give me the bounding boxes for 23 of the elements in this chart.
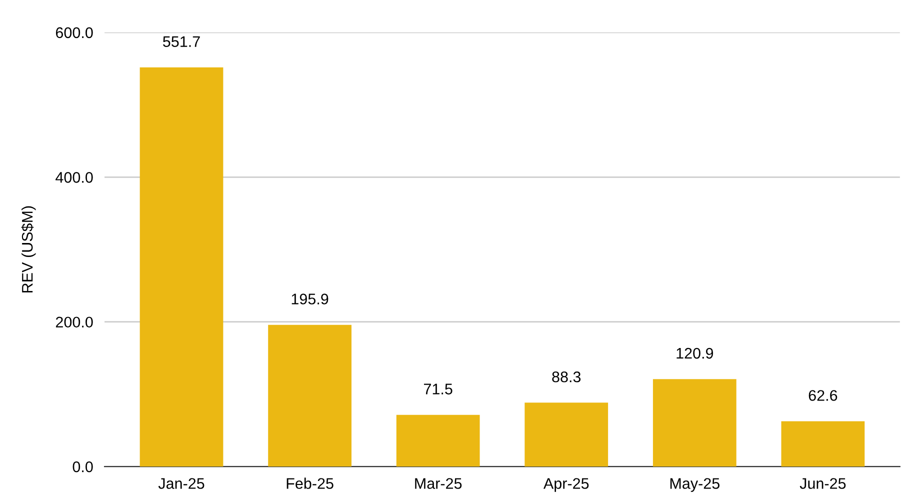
x-tick-label: Apr-25 [543,478,589,492]
y-tick-label: 200.0 [56,316,93,328]
bar [140,67,224,467]
bar [268,324,352,467]
y-tick-label: 400.0 [56,172,93,183]
data-label: 88.3 [552,371,581,382]
x-tick-label: Mar-25 [415,478,462,489]
x-tick-label: Jan-25 [158,478,204,489]
data-label: 62.6 [808,390,838,401]
data-label: 551.7 [163,36,200,47]
bar [781,421,865,467]
x-tick-label: May-25 [670,478,720,492]
data-label: 120.9 [676,348,714,359]
y-tick-label: 600.0 [56,27,93,38]
y-axis-title: REV (US$M) [21,206,36,292]
x-tick-label: Jun-25 [800,478,846,489]
bar [396,414,480,467]
y-tick-label: 0.0 [72,461,93,472]
bar [652,379,736,467]
x-tick-label: Feb-25 [286,478,334,489]
data-label: 71.5 [424,384,452,394]
bar [524,402,608,467]
data-label: 195.9 [292,294,328,304]
